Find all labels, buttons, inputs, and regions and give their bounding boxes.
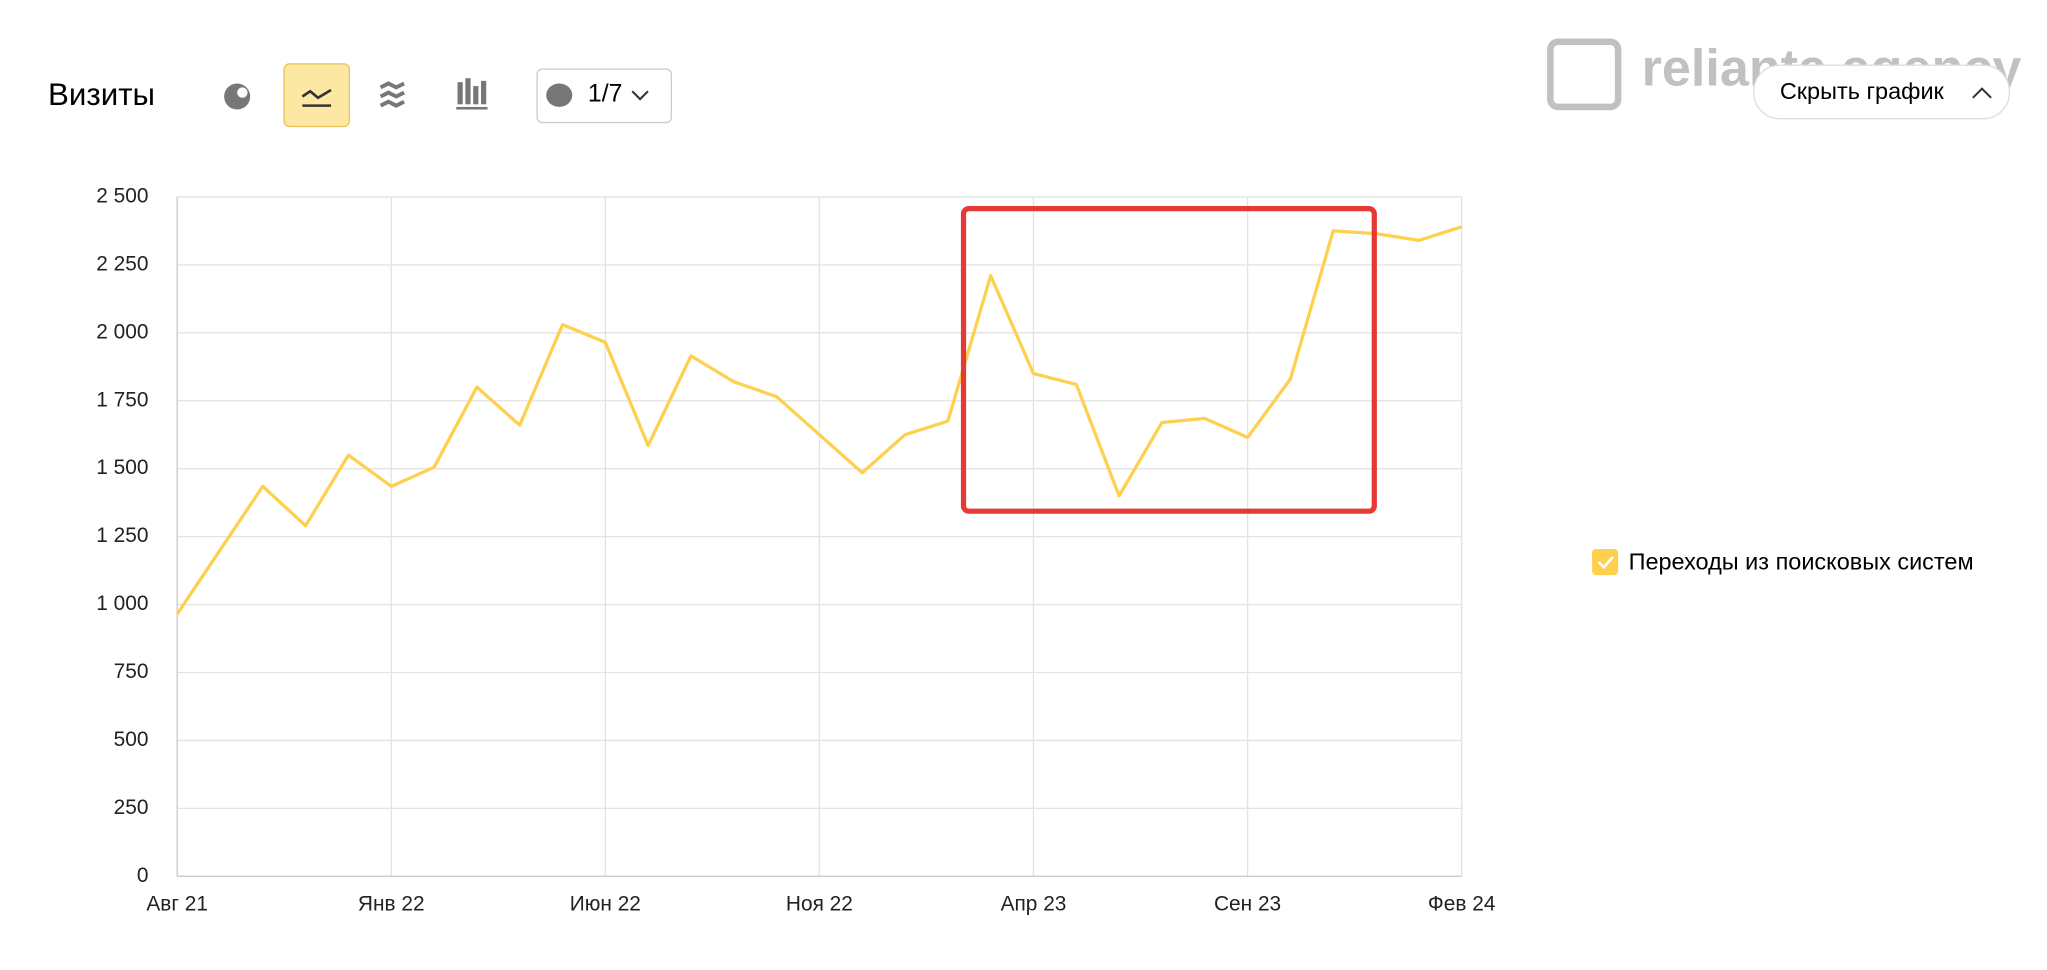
bar-view-button[interactable] (456, 78, 488, 110)
line-view-button[interactable] (283, 63, 350, 128)
y-tick-label: 2 000 (96, 320, 148, 343)
y-tick-label: 500 (114, 728, 149, 751)
area-view-button[interactable] (379, 81, 405, 108)
y-tick-label: 1 750 (96, 388, 148, 411)
pie-view-button[interactable] (224, 83, 251, 110)
annotation-counter: 1/7 (588, 81, 622, 108)
x-tick-label: Июн 22 (570, 893, 641, 916)
line-series (175, 225, 1463, 615)
hide-chart-label: Скрыть график (1780, 78, 1945, 104)
x-tick-label: Авг 21 (146, 893, 208, 916)
x-tick-label: Фев 24 (1428, 893, 1496, 916)
y-tick-label: 250 (114, 796, 149, 819)
x-tick-label: Ноя 22 (786, 893, 853, 916)
y-tick-label: 1 000 (96, 592, 148, 615)
legend-checkbox[interactable] (1592, 549, 1619, 576)
y-tick-label: 750 (114, 660, 149, 683)
x-tick-label: Янв 22 (358, 893, 425, 916)
annotations-button[interactable]: 1/7 (536, 68, 673, 124)
highlight-box (960, 206, 1377, 514)
title: Визиты (48, 77, 155, 112)
y-tick-label: 1 250 (96, 524, 148, 547)
legend-item[interactable]: Переходы из поисковых систем (1592, 549, 1974, 576)
hide-chart-button[interactable]: Скрыть график (1753, 64, 2011, 120)
y-tick-label: 2 250 (96, 252, 148, 275)
x-tick-label: Апр 23 (1001, 893, 1067, 916)
legend-label: Переходы из поисковых систем (1629, 549, 1974, 575)
y-tick-label: 2 500 (96, 184, 148, 207)
y-tick-label: 1 500 (96, 456, 148, 479)
x-tick-label: Сен 23 (1214, 893, 1281, 916)
y-tick-label: 0 (137, 864, 149, 887)
